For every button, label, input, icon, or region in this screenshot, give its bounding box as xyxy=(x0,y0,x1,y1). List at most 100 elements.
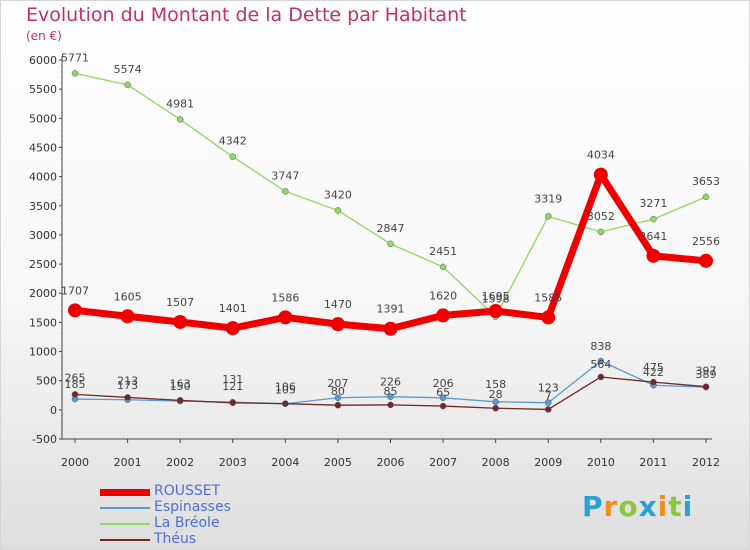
logo-letter: o xyxy=(618,490,639,523)
data-label: 1707 xyxy=(61,284,89,297)
data-label: 173 xyxy=(117,379,138,392)
data-label: 2847 xyxy=(377,222,405,235)
data-label: 80 xyxy=(331,385,345,398)
data-label: 1605 xyxy=(114,290,142,303)
x-tick-label: 2008 xyxy=(482,456,510,469)
data-label: 28 xyxy=(489,388,503,401)
data-label: 213 xyxy=(117,374,138,387)
data-label: 475 xyxy=(643,361,664,374)
data-label: 4981 xyxy=(166,97,194,110)
logo-letter: r xyxy=(603,490,619,523)
data-label: 564 xyxy=(590,358,611,371)
data-label: 185 xyxy=(65,378,86,391)
data-point xyxy=(71,70,79,77)
data-point xyxy=(646,248,661,263)
logo-letter: x xyxy=(638,490,658,523)
data-label: 2641 xyxy=(639,230,667,243)
logo-letter: t xyxy=(668,490,683,523)
x-tick-label: 2004 xyxy=(271,456,299,469)
data-point xyxy=(282,188,289,195)
data-point xyxy=(597,357,605,365)
data-label: 206 xyxy=(433,377,454,390)
data-label: 3747 xyxy=(271,169,299,182)
data-label: 5574 xyxy=(114,63,142,76)
data-point xyxy=(492,404,499,412)
data-label: 2451 xyxy=(429,245,457,258)
data-point xyxy=(330,317,345,332)
data-label: 121 xyxy=(222,380,243,393)
data-point xyxy=(702,193,710,201)
data-point xyxy=(68,303,82,318)
data-point xyxy=(173,314,188,329)
data-label: 4034 xyxy=(587,149,615,162)
data-label: 1620 xyxy=(429,289,457,302)
logo-letter: P xyxy=(582,490,604,523)
data-label: 1586 xyxy=(271,291,299,304)
data-point xyxy=(650,215,657,223)
data-label: 7 xyxy=(545,389,552,402)
data-label: 1401 xyxy=(219,302,247,315)
data-label: 131 xyxy=(222,373,243,386)
data-label: 1507 xyxy=(166,296,194,309)
data-point xyxy=(597,228,605,236)
x-tick-label: 2003 xyxy=(219,456,247,469)
y-tick-label: 6000 xyxy=(29,54,57,67)
data-point xyxy=(702,383,710,390)
legend-label: La Bréole xyxy=(154,515,220,531)
data-point xyxy=(176,397,184,404)
data-point xyxy=(229,153,236,160)
data-point xyxy=(124,394,131,401)
x-tick-label: 2012 xyxy=(692,456,720,469)
data-label: 123 xyxy=(538,382,559,395)
data-point xyxy=(492,398,499,406)
y-tick-label: 1000 xyxy=(29,346,57,359)
data-label: 163 xyxy=(170,377,191,390)
y-tick-label: 5500 xyxy=(29,83,57,96)
logo-letter: i xyxy=(682,490,694,523)
logo-letter: i xyxy=(657,490,669,523)
x-tick-label: 2006 xyxy=(377,456,405,469)
data-label: 207 xyxy=(327,377,348,390)
data-point xyxy=(387,240,394,248)
data-point xyxy=(545,406,552,413)
data-label: 85 xyxy=(384,385,398,398)
data-label: 1695 xyxy=(482,290,510,303)
x-tick-label: 2002 xyxy=(166,456,194,469)
y-tick-label: 1500 xyxy=(29,316,57,329)
data-label: 3420 xyxy=(324,188,352,201)
data-label: 5771 xyxy=(61,51,89,64)
x-tick-label: 2009 xyxy=(534,456,562,469)
legend-swatch xyxy=(100,539,150,541)
legend-label: ROUSSET xyxy=(154,483,221,499)
legend-swatch xyxy=(100,523,150,525)
data-point xyxy=(124,81,131,89)
y-tick-label: 2500 xyxy=(29,258,57,271)
x-tick-label: 2005 xyxy=(324,456,352,469)
x-tick-label: 2007 xyxy=(429,456,457,469)
data-label: 389 xyxy=(696,368,717,381)
data-label: 422 xyxy=(643,366,664,379)
proxiti-logo: Proxiti xyxy=(582,490,693,523)
data-label: 3653 xyxy=(692,175,720,188)
data-label: 106 xyxy=(275,381,296,394)
data-point xyxy=(334,401,342,409)
data-point xyxy=(278,310,293,325)
data-point xyxy=(597,373,605,381)
data-label: 105 xyxy=(275,384,296,397)
data-label: 1470 xyxy=(324,298,352,311)
data-point xyxy=(229,399,236,407)
y-tick-label: 500 xyxy=(36,375,57,388)
data-point xyxy=(334,207,342,214)
y-tick-label: 5000 xyxy=(29,112,57,125)
legend-label: Théus xyxy=(154,531,197,547)
data-point xyxy=(120,309,135,324)
legend-label: Espinasses xyxy=(154,499,231,515)
legend-swatch xyxy=(100,488,150,496)
y-tick-label: 4500 xyxy=(29,141,57,154)
chart-title: Evolution du Montant de la Dette par Hab… xyxy=(26,4,467,26)
legend-swatch xyxy=(100,507,150,509)
data-point xyxy=(334,394,342,402)
data-point xyxy=(541,310,556,325)
x-tick-label: 2001 xyxy=(114,456,142,469)
